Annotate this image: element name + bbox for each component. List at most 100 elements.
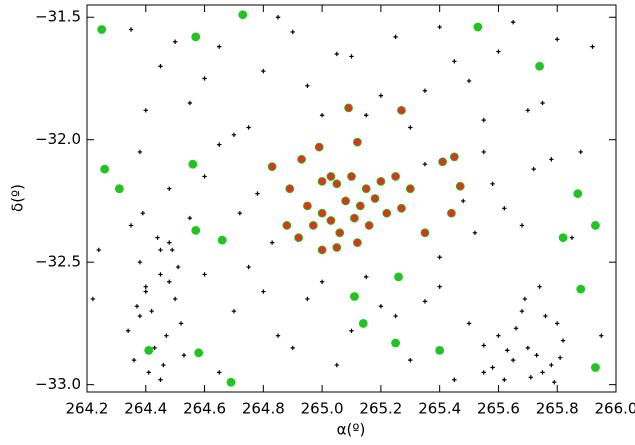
- point: [317, 245, 327, 255]
- point: [347, 172, 356, 181]
- point: [267, 162, 277, 172]
- point: [376, 176, 386, 186]
- point: [378, 304, 384, 309]
- point: [187, 100, 193, 106]
- point: [350, 292, 359, 301]
- point: [202, 174, 207, 179]
- point: [178, 321, 184, 326]
- point: [97, 25, 107, 34]
- point: [194, 348, 204, 358]
- point: [125, 328, 131, 333]
- point: [246, 125, 251, 130]
- point: [341, 196, 351, 206]
- point: [191, 32, 201, 42]
- point: [290, 29, 295, 35]
- y-tick-label: −32.0: [35, 130, 81, 148]
- point: [187, 215, 193, 221]
- point: [100, 164, 110, 174]
- point: [481, 149, 486, 155]
- x-tick-label: 265.8: [536, 400, 579, 418]
- point: [158, 377, 163, 382]
- point: [305, 296, 310, 302]
- point: [317, 208, 327, 218]
- x-tick-label: 264.8: [242, 400, 285, 418]
- point: [393, 34, 398, 40]
- point: [217, 235, 227, 245]
- point: [590, 44, 595, 49]
- point: [397, 105, 406, 115]
- point: [510, 357, 516, 363]
- point: [490, 365, 495, 370]
- point: [246, 264, 251, 270]
- point: [513, 326, 519, 331]
- point: [128, 223, 134, 228]
- y-tick-label: −32.5: [35, 253, 81, 271]
- x-tick-label: 265.4: [418, 400, 461, 418]
- point: [297, 154, 306, 164]
- point: [282, 221, 292, 230]
- point: [576, 284, 586, 294]
- point: [96, 247, 101, 253]
- point: [349, 328, 354, 333]
- point: [394, 272, 403, 282]
- point: [326, 172, 336, 181]
- point: [557, 355, 563, 360]
- point: [352, 238, 362, 247]
- point: [164, 333, 169, 338]
- point: [578, 149, 583, 155]
- point: [332, 243, 342, 252]
- point: [555, 37, 560, 42]
- x-tick-label: 264.2: [66, 400, 109, 418]
- point: [382, 208, 392, 218]
- point: [391, 338, 400, 348]
- point: [152, 345, 157, 351]
- point: [591, 363, 600, 372]
- point: [378, 93, 384, 98]
- point: [90, 296, 96, 302]
- point: [334, 362, 340, 368]
- point: [420, 228, 430, 238]
- point: [290, 345, 295, 351]
- point: [363, 113, 369, 118]
- point: [128, 27, 134, 32]
- point: [505, 348, 510, 353]
- point: [158, 247, 163, 253]
- point: [275, 333, 281, 338]
- point: [422, 162, 428, 167]
- y-tick-label: −33.0: [35, 375, 81, 393]
- point: [391, 172, 400, 181]
- point: [143, 289, 148, 294]
- point: [519, 308, 525, 314]
- point: [202, 272, 207, 277]
- point: [490, 181, 495, 187]
- x-tick-label: 265.0: [301, 400, 344, 418]
- point: [437, 284, 442, 289]
- point: [525, 108, 531, 113]
- point: [332, 179, 342, 189]
- point: [167, 279, 172, 284]
- point: [344, 103, 353, 113]
- point: [466, 321, 472, 326]
- x-tick-label: 266.0: [595, 400, 635, 418]
- y-tick-label: −31.5: [35, 8, 81, 26]
- point: [143, 284, 148, 289]
- point: [303, 201, 312, 211]
- point: [435, 345, 445, 355]
- point: [496, 49, 501, 54]
- point: [137, 259, 143, 265]
- point: [317, 176, 327, 186]
- point: [552, 380, 557, 385]
- point: [449, 152, 459, 162]
- point: [261, 68, 266, 74]
- point: [319, 279, 325, 284]
- point: [143, 108, 148, 113]
- x-tick-label: 264.4: [124, 400, 167, 418]
- x-tick-label: 264.6: [183, 400, 226, 418]
- point: [361, 184, 371, 194]
- point: [134, 304, 140, 309]
- point: [531, 166, 536, 172]
- point: [599, 333, 604, 338]
- point: [308, 221, 318, 230]
